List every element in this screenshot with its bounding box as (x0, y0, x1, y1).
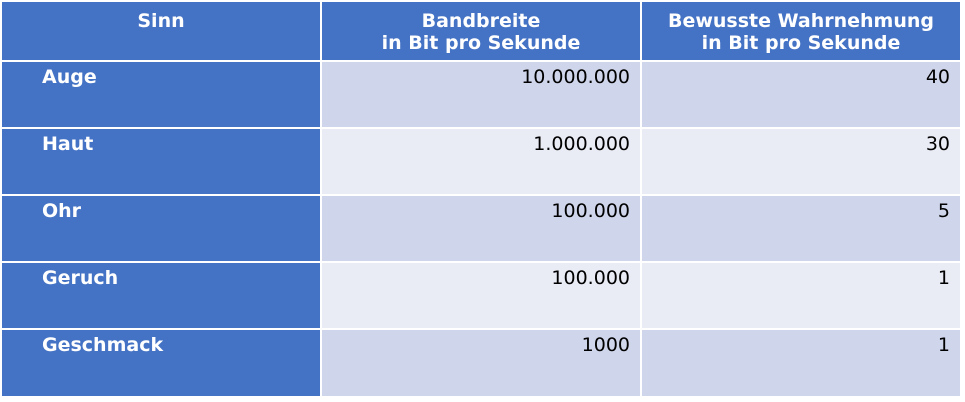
header-bandwidth-label: Bandbreite (421, 10, 541, 32)
header-conscious-label: Bewusste Wahrnehmung (667, 10, 935, 32)
header-sense: Sinn (2, 2, 320, 60)
header-bandwidth-unit: in Bit pro Sekunde (381, 32, 581, 54)
row-label-auge: Auge (2, 62, 320, 127)
row-label-haut: Haut (2, 129, 320, 194)
cell-bandwidth-haut: 1.000.000 (322, 129, 640, 194)
cell-conscious-auge: 40 (642, 62, 960, 127)
row-label-geschmack: Geschmack (2, 330, 320, 396)
cell-bandwidth-ohr: 100.000 (322, 196, 640, 261)
header-conscious-unit: in Bit pro Sekunde (701, 32, 901, 54)
cell-bandwidth-auge: 10.000.000 (322, 62, 640, 127)
cell-bandwidth-geschmack: 1000 (322, 330, 640, 396)
cell-bandwidth-geruch: 100.000 (322, 263, 640, 328)
row-label-ohr: Ohr (2, 196, 320, 261)
header-conscious: Bewusste Wahrnehmung in Bit pro Sekunde (642, 2, 960, 60)
cell-conscious-haut: 30 (642, 129, 960, 194)
row-label-geruch: Geruch (2, 263, 320, 328)
header-sense-label: Sinn (137, 10, 185, 32)
header-bandwidth: Bandbreite in Bit pro Sekunde (322, 2, 640, 60)
cell-conscious-geruch: 1 (642, 263, 960, 328)
sense-bandwidth-table: Sinn Bandbreite in Bit pro Sekunde Bewus… (2, 2, 960, 396)
cell-conscious-geschmack: 1 (642, 330, 960, 396)
cell-conscious-ohr: 5 (642, 196, 960, 261)
